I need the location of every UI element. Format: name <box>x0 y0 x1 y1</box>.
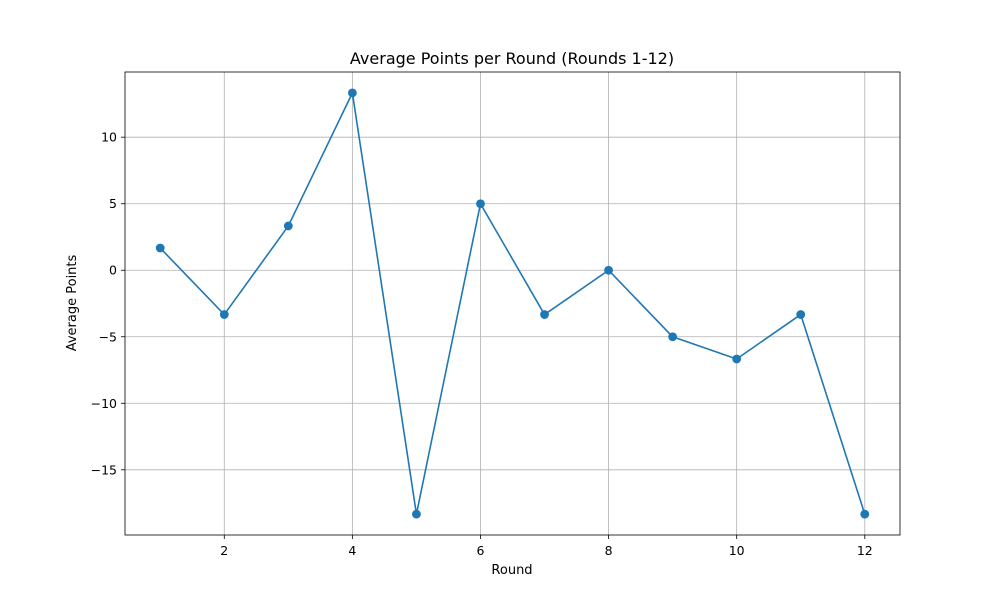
data-point <box>732 354 742 364</box>
x-tick-label: 8 <box>605 543 613 558</box>
series-line <box>159 92 866 515</box>
plot-frame <box>124 71 901 536</box>
data-point <box>540 310 549 319</box>
data-point <box>219 310 229 319</box>
y-tick-label: 5 <box>109 196 117 211</box>
data-point <box>796 310 806 319</box>
data-point <box>604 265 613 275</box>
y-tick-label: −15 <box>91 462 117 477</box>
x-axis-label: Round <box>491 563 532 578</box>
x-tick-label: 2 <box>220 543 228 558</box>
y-tick-label: −5 <box>99 329 117 344</box>
grid-lines <box>125 72 900 535</box>
series-layer <box>155 88 870 519</box>
y-tick-label: −10 <box>91 396 117 411</box>
data-point <box>668 332 678 342</box>
data-point <box>860 509 870 519</box>
y-axis-ticks: 10 5 0 −5 −10 −15 <box>91 130 125 477</box>
y-axis-label: Average Points <box>65 254 80 351</box>
x-tick-label: 12 <box>857 543 873 558</box>
data-point <box>155 243 165 253</box>
y-tick-label: 0 <box>109 263 117 278</box>
x-axis-ticks: 2 4 6 8 10 12 <box>220 535 873 558</box>
data-point <box>283 221 293 231</box>
data-point <box>476 199 485 209</box>
x-tick-label: 6 <box>476 543 484 558</box>
y-tick-label: 10 <box>101 130 117 145</box>
x-tick-label: 10 <box>729 543 745 558</box>
chart-title: Average Points per Round (Rounds 1-12) <box>350 49 674 68</box>
data-point <box>412 509 421 519</box>
data-point <box>347 88 357 98</box>
x-tick-label: 4 <box>348 543 356 558</box>
